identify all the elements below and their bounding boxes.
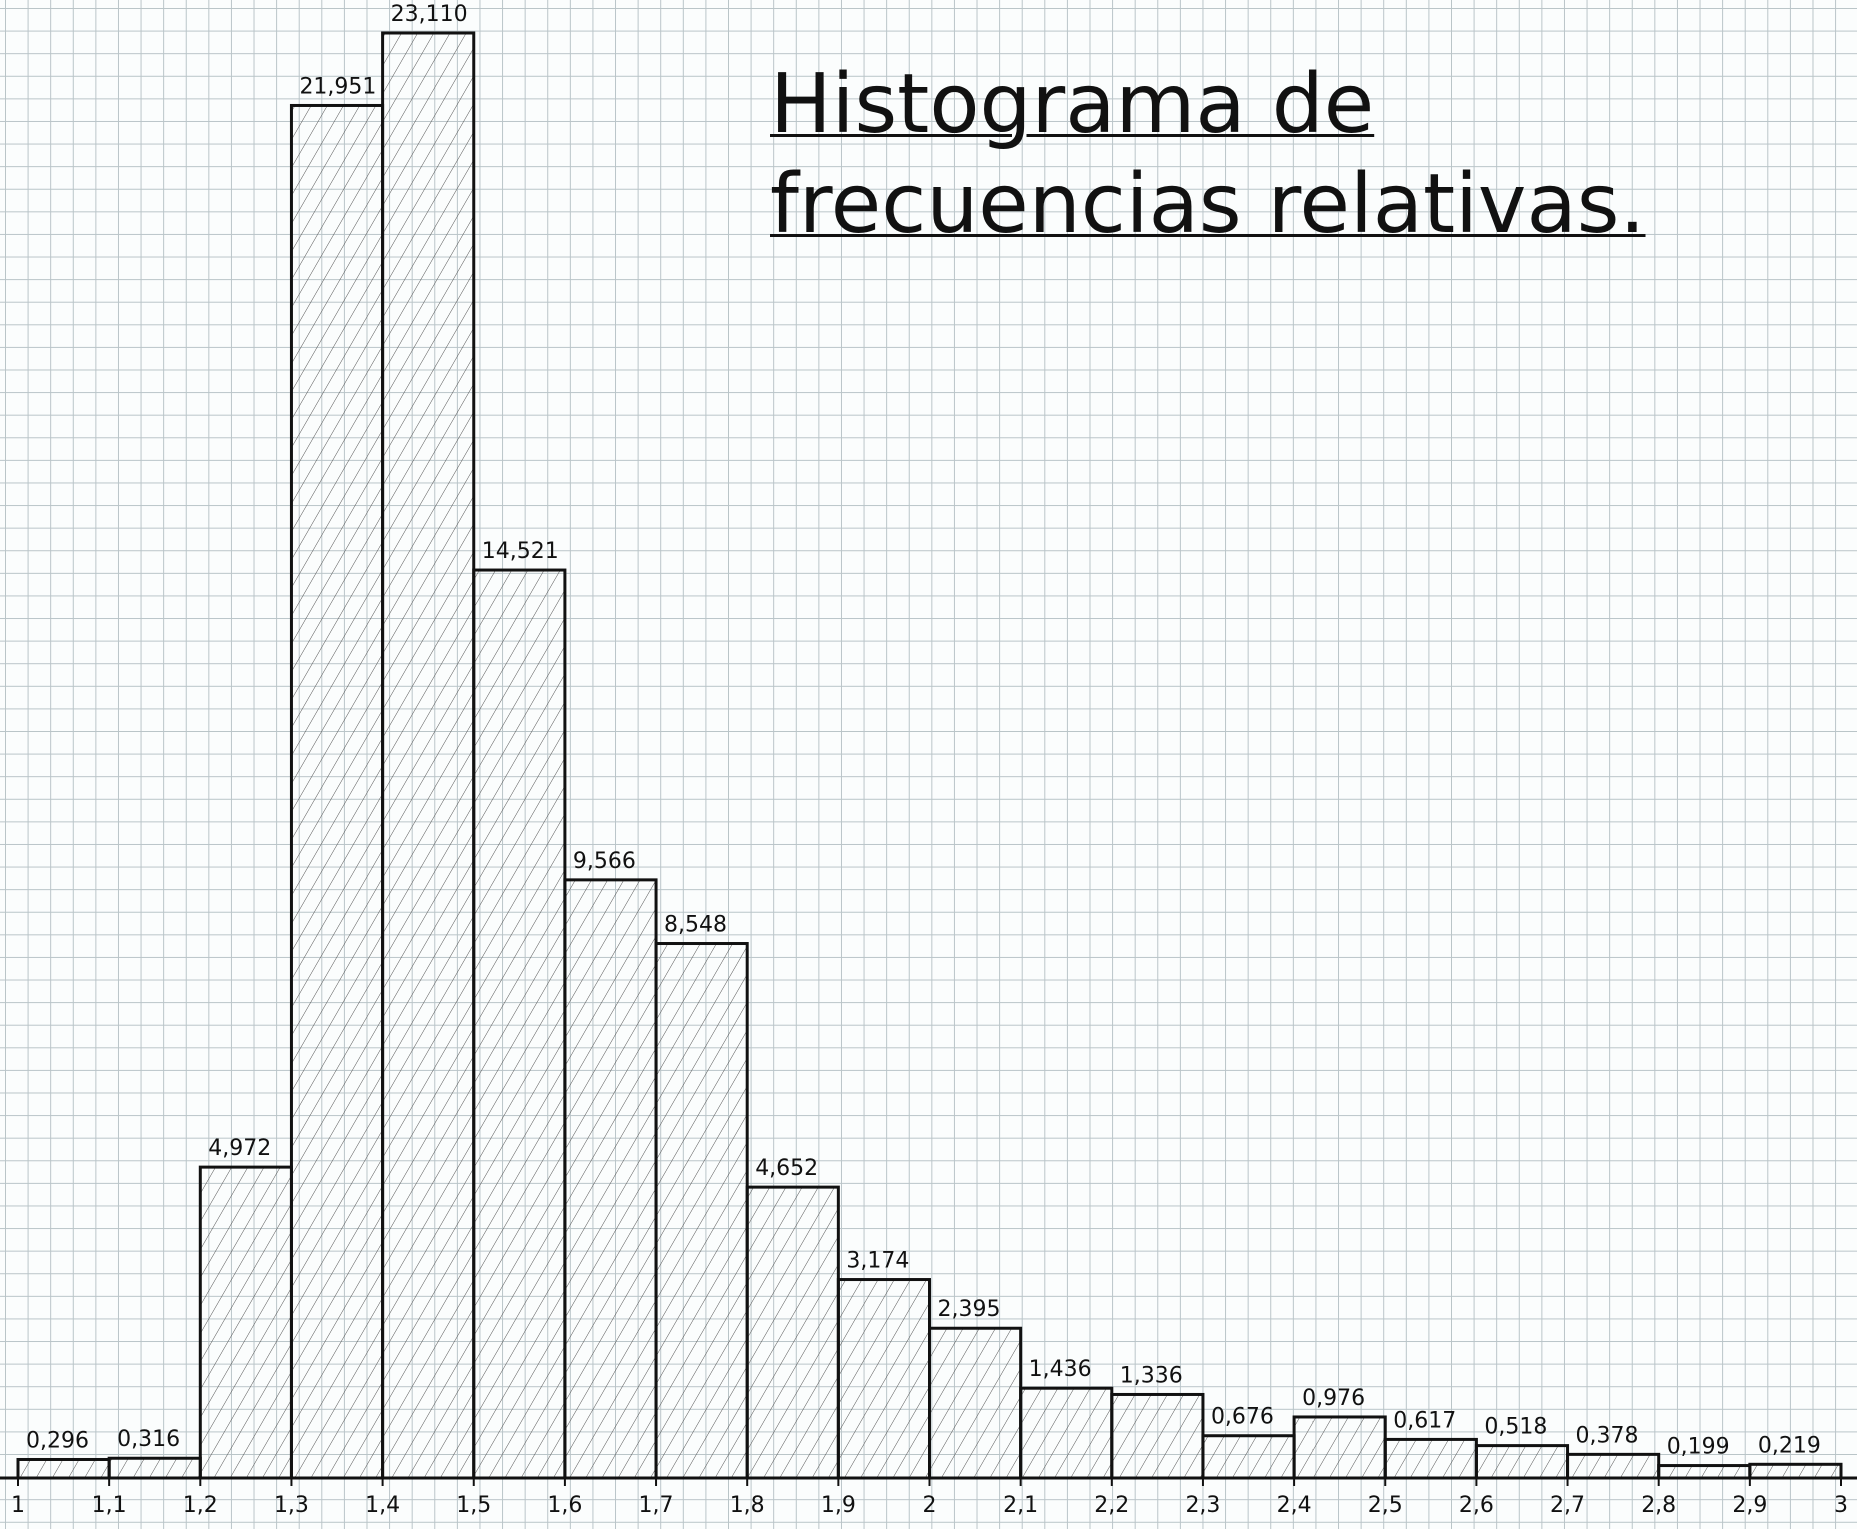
value-label: 4,972	[208, 1136, 271, 1161]
value-label: 0,617	[1393, 1408, 1456, 1433]
bar	[563, 878, 658, 1480]
bar	[1201, 1434, 1296, 1480]
value-label: 0,219	[1758, 1433, 1821, 1458]
bar	[1748, 1462, 1843, 1480]
bar	[289, 103, 385, 1480]
value-label: 0,518	[1484, 1415, 1547, 1440]
x-tick-label: 1,2	[183, 1493, 218, 1518]
x-tick-label: 1	[11, 1493, 25, 1518]
x-tick-label: 1,1	[92, 1493, 127, 1518]
x-tick-label: 2,4	[1277, 1493, 1312, 1518]
value-label: 21,951	[299, 74, 376, 99]
bar	[928, 1326, 1023, 1480]
bar	[1110, 1392, 1205, 1480]
value-label: 0,199	[1667, 1435, 1730, 1460]
x-tick-label: 1,8	[730, 1493, 765, 1518]
value-label: 1,336	[1120, 1363, 1183, 1388]
x-tick-label: 1,9	[821, 1493, 856, 1518]
bar	[16, 1457, 111, 1480]
x-tick-label: 1,5	[456, 1493, 491, 1518]
bar	[472, 568, 567, 1480]
value-label: 0,316	[117, 1427, 180, 1452]
bar	[107, 1456, 202, 1480]
value-label: 14,521	[482, 539, 559, 564]
value-label: 4,652	[755, 1156, 818, 1181]
bar	[1566, 1452, 1661, 1480]
value-label: 9,566	[573, 849, 636, 874]
bar	[1474, 1444, 1570, 1480]
bar	[1657, 1464, 1752, 1480]
chart-title: Histograma de frecuencias relativas.	[770, 57, 1646, 252]
value-label: 1,436	[1029, 1357, 1092, 1382]
x-tick-label: 1,7	[639, 1493, 674, 1518]
bar	[1292, 1415, 1387, 1480]
value-label: 0,976	[1302, 1386, 1365, 1411]
x-tick-label: 2,1	[1003, 1493, 1038, 1518]
value-label: 23,110	[391, 2, 468, 27]
x-tick-label: 2,3	[1185, 1493, 1220, 1518]
x-tick-label: 1,4	[365, 1493, 400, 1518]
x-tick-label: 1,6	[547, 1493, 582, 1518]
bar	[745, 1185, 840, 1480]
bar	[836, 1278, 931, 1480]
value-label: 0,378	[1576, 1423, 1639, 1448]
value-label: 0,676	[1211, 1405, 1274, 1430]
x-tick-label: 2,2	[1094, 1493, 1129, 1518]
x-tick-label: 2,5	[1368, 1493, 1403, 1518]
value-label: 3,174	[846, 1249, 909, 1274]
x-tick-label: 1,3	[274, 1493, 309, 1518]
bar	[198, 1165, 293, 1480]
x-tick-label: 3	[1834, 1493, 1848, 1518]
x-tick-label: 2,9	[1732, 1493, 1767, 1518]
x-tick-label: 2,6	[1459, 1493, 1494, 1518]
bar	[381, 31, 476, 1480]
x-tick-label: 2	[923, 1493, 937, 1518]
bar	[654, 942, 749, 1480]
value-label: 2,395	[938, 1297, 1001, 1322]
bar	[1019, 1386, 1114, 1480]
x-tick-label: 2,8	[1641, 1493, 1676, 1518]
x-tick-label: 2,7	[1550, 1493, 1585, 1518]
bar	[1383, 1437, 1478, 1480]
value-label: 8,548	[664, 913, 727, 938]
value-label: 0,296	[26, 1428, 89, 1453]
